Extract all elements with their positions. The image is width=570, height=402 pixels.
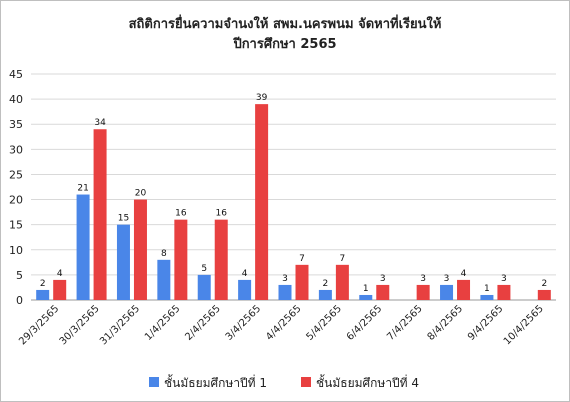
bar [457, 279, 471, 300]
legend-label: ชั้นมัธยมศึกษาปีที่ 1 [164, 374, 267, 390]
data-label: 8 [161, 249, 167, 259]
bar [116, 224, 130, 300]
bar [214, 219, 228, 300]
y-tick-label: 45 [9, 68, 23, 81]
data-label: 16 [175, 209, 187, 219]
y-tick-label: 35 [9, 118, 23, 131]
chart-title-line1: สถิติการยื่นความจำนงให้ สพม.นครพนม จัดหา… [129, 14, 442, 32]
data-label: 39 [256, 93, 268, 103]
x-tick-label: 3/4/2565 [224, 303, 264, 343]
chart-title-line2: ปีการศึกษา 2565 [232, 36, 336, 52]
bar [537, 289, 551, 300]
x-tick-label: 7/4/2565 [385, 303, 425, 343]
bar [359, 294, 373, 300]
bar [157, 259, 171, 300]
legend-swatch [301, 377, 311, 387]
y-tick-label: 0 [16, 294, 23, 307]
data-label: 3 [282, 274, 288, 284]
x-tick-label: 9/4/2565 [466, 303, 506, 343]
bar [133, 199, 147, 300]
bar [278, 284, 292, 300]
legend-swatch [149, 377, 159, 387]
x-tick-label: 31/3/2565 [98, 303, 142, 347]
bar [53, 279, 67, 300]
bar [174, 219, 188, 300]
data-label: 34 [94, 118, 106, 128]
bar [238, 279, 252, 300]
data-label: 4 [461, 269, 467, 279]
data-label: 2 [323, 279, 329, 289]
y-tick-label: 5 [16, 269, 23, 282]
bar [295, 264, 309, 300]
x-tick-label: 1/4/2565 [143, 303, 183, 343]
x-tick-label: 29/3/2565 [17, 303, 61, 347]
bar [376, 284, 390, 300]
bar [197, 274, 211, 300]
x-tick-label: 5/4/2565 [304, 303, 344, 343]
bar [255, 104, 269, 300]
data-label: 21 [77, 184, 88, 194]
y-tick-label: 30 [9, 143, 23, 156]
x-tick-label: 2/4/2565 [183, 303, 223, 343]
x-tick-label: 4/4/2565 [264, 303, 304, 343]
data-label: 3 [380, 274, 386, 284]
data-label: 1 [363, 284, 369, 294]
bar [318, 289, 332, 300]
data-label: 3 [420, 274, 426, 284]
y-tick-label: 25 [9, 168, 23, 181]
bar [93, 129, 107, 300]
legend-label: ชั้นมัธยมศึกษาปีที่ 4 [316, 374, 419, 390]
data-label: 1 [484, 284, 490, 294]
y-tick-label: 10 [9, 244, 23, 257]
x-tick-label: 8/4/2565 [426, 303, 466, 343]
data-label: 4 [242, 269, 248, 279]
data-label: 15 [118, 214, 129, 224]
bar [440, 284, 454, 300]
data-label: 4 [57, 269, 63, 279]
data-label: 3 [444, 274, 450, 284]
bar [36, 289, 50, 300]
bar [76, 194, 90, 300]
data-label: 2 [40, 279, 46, 289]
bar [480, 294, 494, 300]
data-label: 5 [201, 264, 207, 274]
data-label: 7 [299, 254, 305, 264]
bar [335, 264, 349, 300]
y-tick-label: 20 [9, 194, 23, 207]
data-label: 16 [216, 209, 228, 219]
data-label: 7 [340, 254, 346, 264]
data-label: 2 [541, 279, 547, 289]
y-tick-label: 15 [9, 219, 23, 232]
data-label: 20 [135, 189, 147, 199]
x-tick-label: 10/4/2565 [502, 303, 546, 347]
x-tick-label: 6/4/2565 [345, 303, 385, 343]
bar [497, 284, 511, 300]
bar [416, 284, 430, 300]
x-tick-label: 30/3/2565 [58, 303, 102, 347]
y-tick-label: 40 [9, 93, 23, 106]
data-label: 3 [501, 274, 507, 284]
